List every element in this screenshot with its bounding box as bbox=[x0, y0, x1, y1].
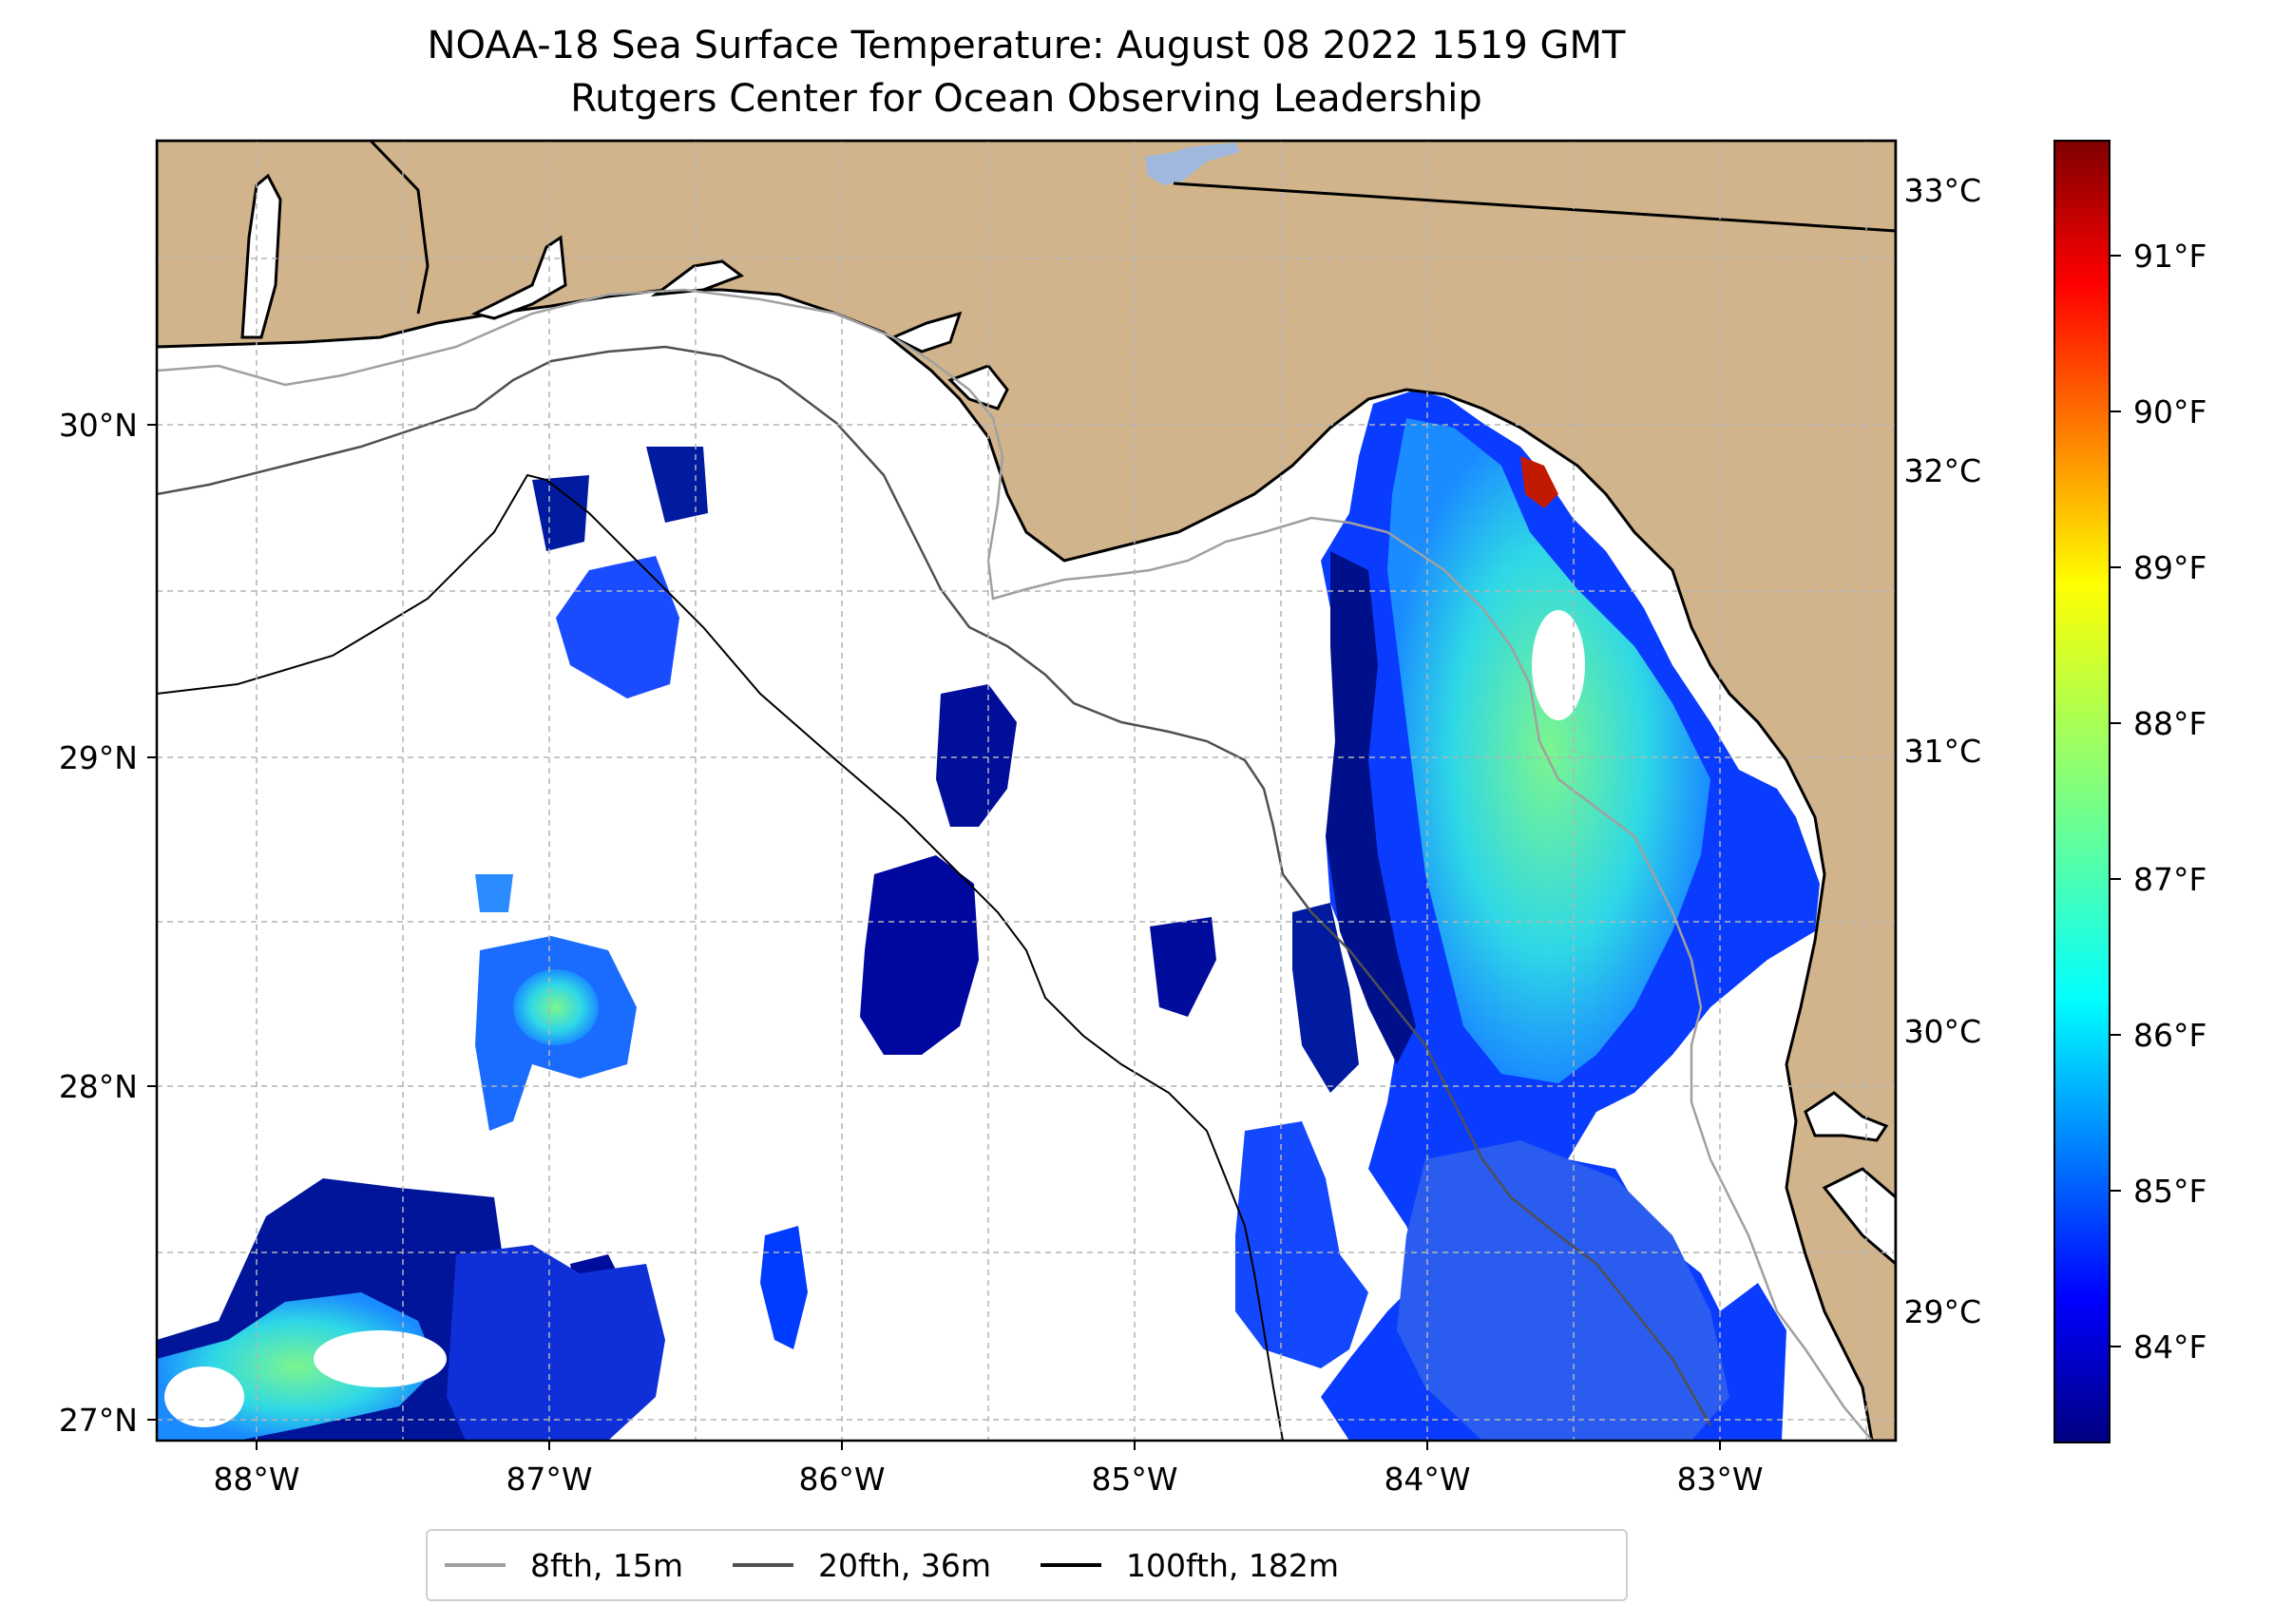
axis-ticks bbox=[147, 424, 1721, 1450]
sst-patch-tampa-north bbox=[1292, 903, 1359, 1093]
sst-patch-s1 bbox=[447, 1245, 665, 1441]
legend-label: 20fth, 36m bbox=[818, 1546, 992, 1584]
legend-item: 8fth, 15m bbox=[445, 1547, 683, 1584]
sst-warm-w1 bbox=[513, 969, 599, 1045]
sst-data-layer bbox=[157, 390, 1820, 1441]
isobath-8fth bbox=[157, 288, 1873, 1441]
lake-icon bbox=[1145, 143, 1240, 185]
sst-hot-spot-coast bbox=[1520, 456, 1558, 508]
colorbar bbox=[2053, 140, 2111, 1443]
lon-tick-label: 87°W bbox=[506, 1461, 592, 1498]
legend-label: 100fth, 182m bbox=[1126, 1546, 1340, 1584]
fahrenheit-tick-label: 89°F bbox=[2133, 549, 2206, 586]
map-subtitle: Rutgers Center for Ocean Observing Leade… bbox=[570, 77, 1482, 121]
fahrenheit-tick-label: 86°F bbox=[2133, 1017, 2206, 1054]
legend-line-icon bbox=[1041, 1563, 1102, 1567]
map-frame bbox=[155, 139, 1898, 1442]
lon-tick-label: 83°W bbox=[1676, 1461, 1763, 1498]
fahrenheit-tick-label: 88°F bbox=[2133, 705, 2206, 742]
legend-item: 100fth, 182m bbox=[1041, 1547, 1339, 1584]
legend-line-icon bbox=[733, 1563, 794, 1567]
legend-label: 8fth, 15m bbox=[530, 1546, 684, 1584]
legend-item: 20fth, 36m bbox=[733, 1547, 991, 1584]
mobile-bay bbox=[240, 173, 282, 339]
celsius-tick-label: 33°C bbox=[1903, 172, 1981, 209]
sst-patch-tampa-west bbox=[1235, 1121, 1368, 1368]
cloud-gap bbox=[1532, 610, 1585, 720]
apalachicola-bay bbox=[947, 364, 1009, 411]
celsius-tick-label: 31°C bbox=[1903, 733, 1981, 770]
state-border bbox=[1173, 182, 1896, 233]
charlotte-harbor bbox=[1822, 1167, 1896, 1266]
legend-line-icon bbox=[445, 1563, 506, 1567]
isobath-legend: 8fth, 15m 20fth, 36m 100fth, 182m bbox=[426, 1529, 1628, 1601]
lon-tick-label: 85°W bbox=[1091, 1461, 1177, 1498]
celsius-tick-label: 29°C bbox=[1903, 1293, 1981, 1330]
cloud-gap bbox=[164, 1366, 244, 1427]
sst-patch-c2 bbox=[936, 684, 1017, 827]
sst-patch-c4 bbox=[760, 1226, 808, 1349]
pensacola-bay bbox=[470, 235, 567, 320]
celsius-tick-label: 32°C bbox=[1903, 452, 1981, 489]
sst-patch-nw3 bbox=[646, 447, 708, 523]
cloud-gap bbox=[314, 1330, 447, 1387]
sst-patch-c3 bbox=[1150, 917, 1216, 1017]
isobath-100fth bbox=[157, 473, 1284, 1441]
celsius-tick-label: 30°C bbox=[1903, 1013, 1981, 1050]
lat-tick-label: 28°N bbox=[59, 1068, 138, 1105]
fahrenheit-tick-label: 91°F bbox=[2133, 238, 2206, 275]
lon-tick-label: 86°W bbox=[798, 1461, 885, 1498]
fahrenheit-tick-label: 84°F bbox=[2133, 1328, 2206, 1366]
sst-patch-w2 bbox=[475, 874, 513, 912]
celsius-ticks bbox=[1910, 189, 1921, 1312]
map-title: NOAA-18 Sea Surface Temperature: August … bbox=[427, 24, 1626, 67]
sst-patch-bigbend-dark-edge bbox=[1326, 551, 1416, 1064]
fahrenheit-tick-label: 90°F bbox=[2133, 393, 2206, 430]
fahrenheit-tick-label: 87°F bbox=[2133, 861, 2206, 898]
lat-tick-label: 27°N bbox=[59, 1402, 138, 1439]
lon-tick-label: 84°W bbox=[1384, 1461, 1470, 1498]
lon-tick-label: 88°W bbox=[213, 1461, 299, 1498]
st-andrews-bay bbox=[889, 311, 963, 353]
sst-patch-c1 bbox=[860, 855, 979, 1055]
graticule bbox=[157, 141, 1896, 1441]
isobath-20fth bbox=[157, 345, 1712, 1426]
sst-patch-south-center bbox=[1397, 1140, 1729, 1441]
state-border-west bbox=[369, 141, 430, 315]
fahrenheit-ticks bbox=[2110, 255, 2121, 1347]
lat-tick-label: 29°N bbox=[59, 739, 138, 776]
sst-patch-bigbend-warm bbox=[1387, 418, 1710, 1083]
lat-tick-label: 30°N bbox=[59, 407, 138, 444]
fahrenheit-tick-label: 85°F bbox=[2133, 1173, 2206, 1210]
sst-patch-nw1 bbox=[532, 475, 589, 551]
